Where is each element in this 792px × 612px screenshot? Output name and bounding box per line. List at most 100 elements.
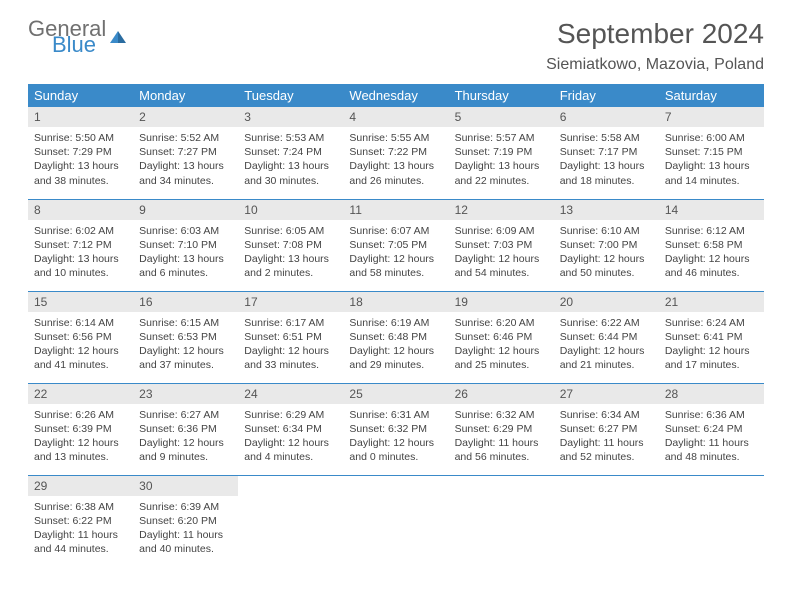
day-details: Sunrise: 6:00 AMSunset: 7:15 PMDaylight:… xyxy=(659,127,764,192)
weekday-header: Sunday xyxy=(28,84,133,107)
weekday-header-row: Sunday Monday Tuesday Wednesday Thursday… xyxy=(28,84,764,107)
sunset-line: Sunset: 6:39 PM xyxy=(34,422,127,436)
daylight-line: Daylight: 13 hours and 22 minutes. xyxy=(455,159,548,187)
daylight-line: Daylight: 12 hours and 4 minutes. xyxy=(244,436,337,464)
daylight-line: Daylight: 12 hours and 33 minutes. xyxy=(244,344,337,372)
day-number: 25 xyxy=(343,384,448,404)
calendar-cell: 7Sunrise: 6:00 AMSunset: 7:15 PMDaylight… xyxy=(659,107,764,199)
sunrise-line: Sunrise: 5:55 AM xyxy=(349,131,442,145)
day-number: 15 xyxy=(28,292,133,312)
daylight-line: Daylight: 13 hours and 34 minutes. xyxy=(139,159,232,187)
day-number: 7 xyxy=(659,107,764,127)
sunrise-line: Sunrise: 6:00 AM xyxy=(665,131,758,145)
day-details: Sunrise: 6:17 AMSunset: 6:51 PMDaylight:… xyxy=(238,312,343,377)
day-number: 21 xyxy=(659,292,764,312)
weekday-header: Thursday xyxy=(449,84,554,107)
weekday-header: Tuesday xyxy=(238,84,343,107)
day-number: 14 xyxy=(659,200,764,220)
daylight-line: Daylight: 13 hours and 18 minutes. xyxy=(560,159,653,187)
sunset-line: Sunset: 7:05 PM xyxy=(349,238,442,252)
daylight-line: Daylight: 12 hours and 58 minutes. xyxy=(349,252,442,280)
day-details: Sunrise: 6:09 AMSunset: 7:03 PMDaylight:… xyxy=(449,220,554,285)
calendar-cell: 6Sunrise: 5:58 AMSunset: 7:17 PMDaylight… xyxy=(554,107,659,199)
daylight-line: Daylight: 12 hours and 13 minutes. xyxy=(34,436,127,464)
title-block: September 2024 Siemiatkowo, Mazovia, Pol… xyxy=(546,18,764,74)
day-details: Sunrise: 6:03 AMSunset: 7:10 PMDaylight:… xyxy=(133,220,238,285)
day-details: Sunrise: 6:12 AMSunset: 6:58 PMDaylight:… xyxy=(659,220,764,285)
sunset-line: Sunset: 7:22 PM xyxy=(349,145,442,159)
sunset-line: Sunset: 6:27 PM xyxy=(560,422,653,436)
sunset-line: Sunset: 6:22 PM xyxy=(34,514,127,528)
day-number: 26 xyxy=(449,384,554,404)
calendar-cell: 4 Sunrise: 5:55 AMSunset: 7:22 PMDaylight… xyxy=(343,107,448,199)
calendar-cell: 13Sunrise: 6:10 AMSunset: 7:00 PMDayligh… xyxy=(554,199,659,291)
sunset-line: Sunset: 7:08 PM xyxy=(244,238,337,252)
sunrise-line: Sunrise: 6:17 AM xyxy=(244,316,337,330)
day-number: 2 xyxy=(133,107,238,127)
calendar-cell: 2Sunrise: 5:52 AMSunset: 7:27 PMDaylight… xyxy=(133,107,238,199)
calendar-cell: 8Sunrise: 6:02 AMSunset: 7:12 PMDaylight… xyxy=(28,199,133,291)
daylight-line: Daylight: 12 hours and 37 minutes. xyxy=(139,344,232,372)
daylight-line: Daylight: 13 hours and 10 minutes. xyxy=(34,252,127,280)
calendar-cell: 27Sunrise: 6:34 AMSunset: 6:27 PMDayligh… xyxy=(554,383,659,475)
daylight-line: Daylight: 13 hours and 26 minutes. xyxy=(349,159,442,187)
daylight-line: Daylight: 12 hours and 54 minutes. xyxy=(455,252,548,280)
sunrise-line: Sunrise: 6:22 AM xyxy=(560,316,653,330)
day-number: 13 xyxy=(554,200,659,220)
day-details: Sunrise: 6:22 AMSunset: 6:44 PMDaylight:… xyxy=(554,312,659,377)
calendar-cell: 18Sunrise: 6:19 AMSunset: 6:48 PMDayligh… xyxy=(343,291,448,383)
calendar-cell: 11Sunrise: 6:07 AMSunset: 7:05 PMDayligh… xyxy=(343,199,448,291)
header: General Blue September 2024 Siemiatkowo,… xyxy=(28,18,764,74)
day-number: 24 xyxy=(238,384,343,404)
sunset-line: Sunset: 6:29 PM xyxy=(455,422,548,436)
calendar-cell: 26Sunrise: 6:32 AMSunset: 6:29 PMDayligh… xyxy=(449,383,554,475)
sunset-line: Sunset: 6:58 PM xyxy=(665,238,758,252)
day-details: Sunrise: 6:39 AMSunset: 6:20 PMDaylight:… xyxy=(133,496,238,561)
calendar-cell: 23Sunrise: 6:27 AMSunset: 6:36 PMDayligh… xyxy=(133,383,238,475)
daylight-line: Daylight: 11 hours and 48 minutes. xyxy=(665,436,758,464)
sunrise-line: Sunrise: 6:39 AM xyxy=(139,500,232,514)
day-details: Sunrise: 5:52 AMSunset: 7:27 PMDaylight:… xyxy=(133,127,238,192)
calendar-cell: .. xyxy=(449,475,554,567)
sunset-line: Sunset: 6:51 PM xyxy=(244,330,337,344)
sunset-line: Sunset: 6:41 PM xyxy=(665,330,758,344)
sunset-line: Sunset: 7:24 PM xyxy=(244,145,337,159)
sunset-line: Sunset: 7:00 PM xyxy=(560,238,653,252)
sunset-line: Sunset: 6:24 PM xyxy=(665,422,758,436)
sunset-line: Sunset: 6:44 PM xyxy=(560,330,653,344)
daylight-line: Daylight: 13 hours and 38 minutes. xyxy=(34,159,127,187)
calendar-cell: 19Sunrise: 6:20 AMSunset: 6:46 PMDayligh… xyxy=(449,291,554,383)
day-number: 12 xyxy=(449,200,554,220)
day-number: 28 xyxy=(659,384,764,404)
day-details: Sunrise: 6:24 AMSunset: 6:41 PMDaylight:… xyxy=(659,312,764,377)
calendar-cell: 21Sunrise: 6:24 AMSunset: 6:41 PMDayligh… xyxy=(659,291,764,383)
day-number: 29 xyxy=(28,476,133,496)
sunset-line: Sunset: 7:10 PM xyxy=(139,238,232,252)
sunrise-line: Sunrise: 6:27 AM xyxy=(139,408,232,422)
calendar-cell: 15Sunrise: 6:14 AMSunset: 6:56 PMDayligh… xyxy=(28,291,133,383)
day-details: Sunrise: 6:31 AMSunset: 6:32 PMDaylight:… xyxy=(343,404,448,469)
day-number: 10 xyxy=(238,200,343,220)
sunset-line: Sunset: 6:48 PM xyxy=(349,330,442,344)
day-number: 17 xyxy=(238,292,343,312)
sunrise-line: Sunrise: 6:38 AM xyxy=(34,500,127,514)
day-details: Sunrise: 6:19 AMSunset: 6:48 PMDaylight:… xyxy=(343,312,448,377)
weekday-header: Monday xyxy=(133,84,238,107)
sunrise-line: Sunrise: 6:19 AM xyxy=(349,316,442,330)
day-number: 11 xyxy=(343,200,448,220)
brand-logo: General Blue xyxy=(28,18,128,56)
day-details: Sunrise: 6:15 AMSunset: 6:53 PMDaylight:… xyxy=(133,312,238,377)
sunset-line: Sunset: 6:32 PM xyxy=(349,422,442,436)
calendar-cell: .. xyxy=(554,475,659,567)
day-number: 4 xyxy=(343,107,448,127)
day-details: Sunrise: 6:20 AMSunset: 6:46 PMDaylight:… xyxy=(449,312,554,377)
daylight-line: Daylight: 11 hours and 56 minutes. xyxy=(455,436,548,464)
sunrise-line: Sunrise: 6:14 AM xyxy=(34,316,127,330)
calendar-cell: 16Sunrise: 6:15 AMSunset: 6:53 PMDayligh… xyxy=(133,291,238,383)
calendar-cell: 1Sunrise: 5:50 AMSunset: 7:29 PMDaylight… xyxy=(28,107,133,199)
weekday-header: Saturday xyxy=(659,84,764,107)
sunset-line: Sunset: 7:12 PM xyxy=(34,238,127,252)
sunrise-line: Sunrise: 6:29 AM xyxy=(244,408,337,422)
sunset-line: Sunset: 6:46 PM xyxy=(455,330,548,344)
day-details: Sunrise: 5:58 AMSunset: 7:17 PMDaylight:… xyxy=(554,127,659,192)
